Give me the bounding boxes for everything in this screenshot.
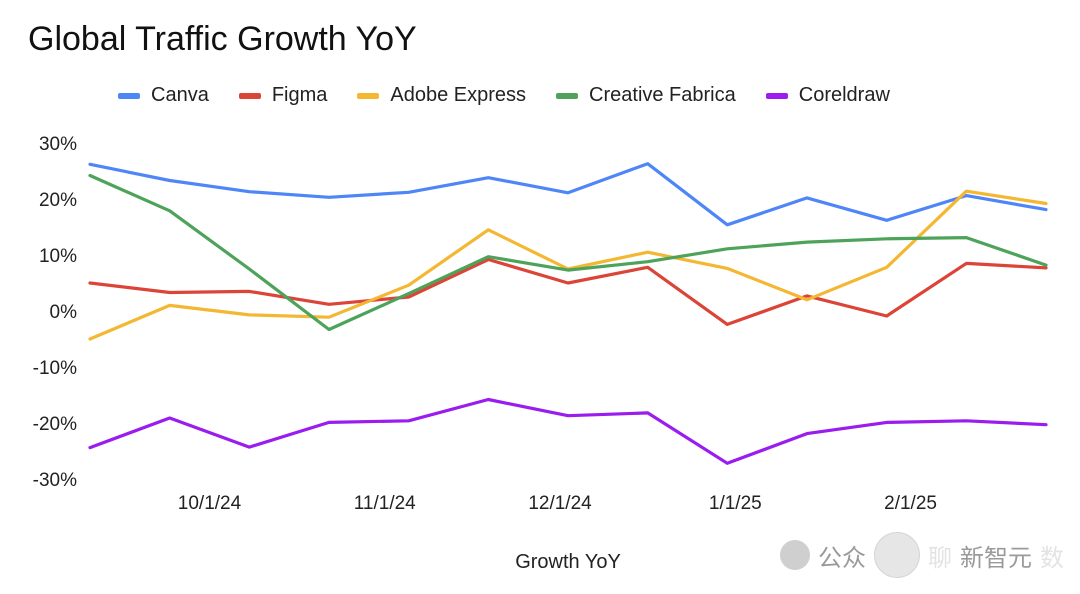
x-axis-title: Growth YoY: [515, 551, 621, 573]
x-tick-label: 12/1/24: [528, 493, 592, 514]
y-tick-label: 20%: [39, 190, 77, 211]
x-tick-label: 1/1/25: [709, 493, 762, 514]
legend-item-figma: Figma: [238, 84, 328, 107]
series-group: [88, 162, 1048, 465]
legend-label: Figma: [271, 84, 328, 106]
watermark-logo-icon: [874, 532, 920, 578]
legend-swatch: [765, 92, 788, 99]
legend-label: Creative Fabrica: [589, 84, 736, 106]
x-tick-label: 11/1/24: [354, 493, 416, 514]
legend-swatch: [238, 92, 261, 99]
chart-title: Global Traffic Growth YoY: [28, 20, 417, 58]
y-tick-label: 0%: [50, 302, 78, 323]
x-axis: 10/1/24 11/1/24 12/1/24 1/1/25 2/1/25: [178, 493, 937, 514]
legend-label: Canva: [151, 84, 209, 106]
series-line-creative-fabrica: [88, 173, 1048, 332]
legend-swatch: [556, 92, 579, 99]
y-tick-label: 10%: [39, 246, 77, 267]
legend-swatch: [118, 92, 140, 99]
watermark-text-public: 公众: [818, 544, 866, 572]
series-line-adobe-express: [88, 189, 1048, 341]
watermark-text-faded-tail: 数: [1040, 544, 1064, 572]
legend-label: Adobe Express: [390, 84, 527, 106]
series-line-figma: [88, 257, 1048, 326]
legend-item-coreldraw: Coreldraw: [765, 84, 890, 107]
legend: Canva Figma Adobe Express Creative Fabrica C…: [118, 84, 890, 107]
x-tick-label: 10/1/24: [178, 493, 242, 514]
legend-swatch: [357, 92, 380, 99]
y-tick-label: -30%: [33, 470, 77, 491]
y-tick-label: 30%: [39, 134, 77, 155]
y-tick-label: -10%: [33, 358, 77, 379]
y-axis: 30% 20% 10% 0% -10% -20% -30%: [33, 134, 77, 491]
series-line-coreldraw: [88, 397, 1048, 465]
y-tick-label: -20%: [33, 414, 77, 435]
watermark-text-main: 新智元: [960, 544, 1032, 572]
watermark-text-faded: 聊: [928, 544, 952, 572]
legend-item-creative-fabrica: Creative Fabrica: [556, 84, 736, 107]
wechat-icon: [780, 540, 810, 570]
legend-label: Coreldraw: [798, 84, 890, 106]
series-line-canva: [88, 162, 1048, 227]
watermark: 公众 聊 新智元 数: [780, 532, 1064, 578]
legend-item-canva: Canva: [118, 84, 209, 107]
x-tick-label: 2/1/25: [884, 493, 937, 514]
legend-item-adobe-express: Adobe Express: [357, 84, 526, 107]
